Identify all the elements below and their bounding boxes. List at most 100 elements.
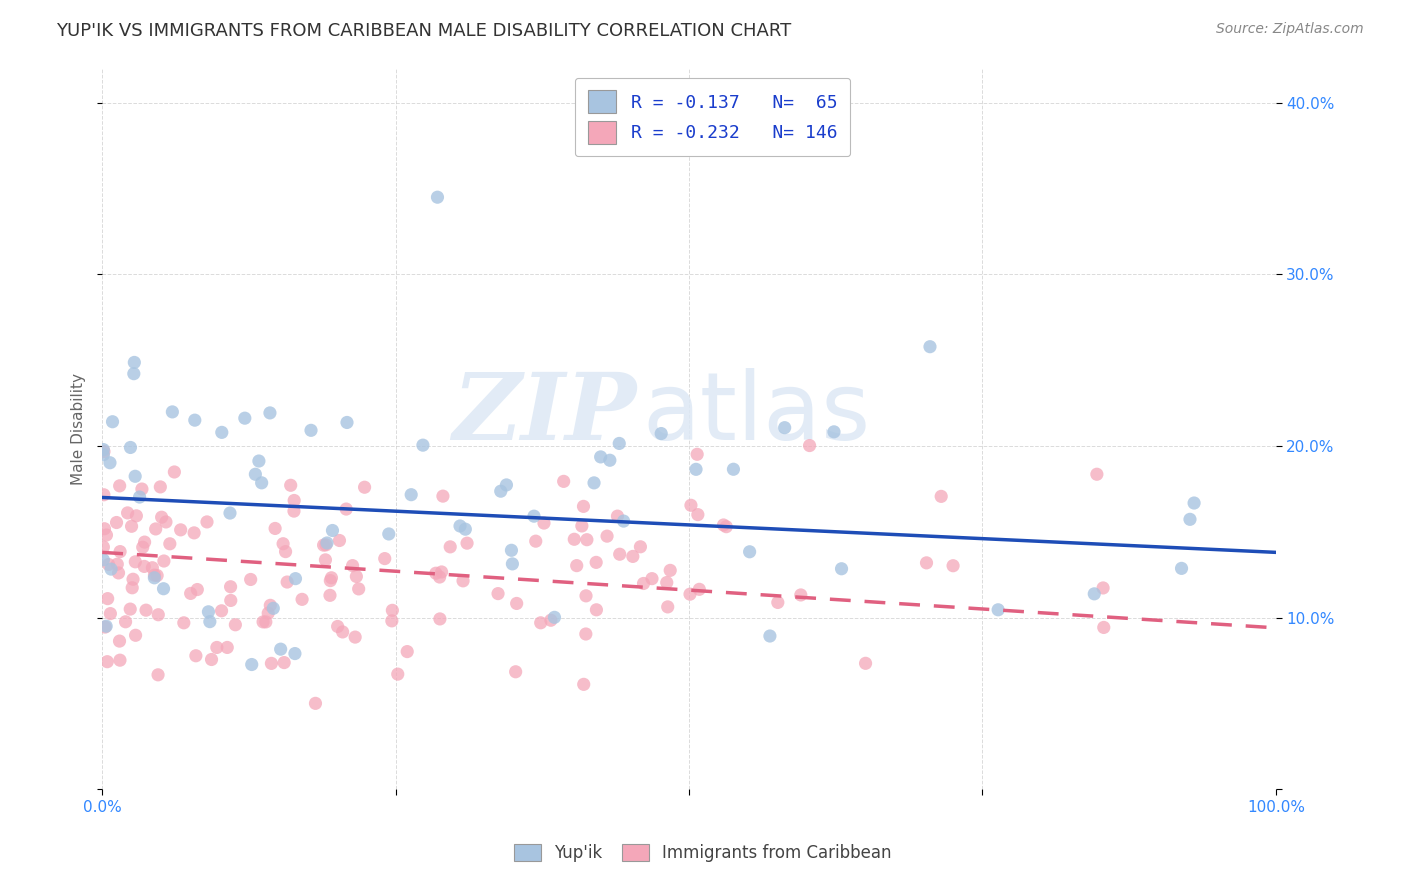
Point (93, 442, 115, 457)
Point (565, 558, 588, 573)
Point (108, 479, 131, 493)
Point (254, 615, 277, 629)
Y-axis label: Male Disability: Male Disability (72, 373, 86, 485)
Point (260, 657, 283, 671)
Point (582, 475, 605, 490)
Point (738, 545, 761, 559)
Point (97, 591, 120, 606)
Legend: Yup'ik, Immigrants from Caribbean: Yup'ik, Immigrants from Caribbean (506, 836, 900, 871)
Point (108, 653, 131, 667)
Point (686, 508, 709, 522)
Point (135, 603, 157, 617)
Point (195, 515, 218, 529)
Point (184, 413, 207, 427)
Point (543, 610, 565, 624)
Point (328, 533, 350, 548)
Point (96, 619, 118, 633)
Point (121, 581, 143, 595)
Point (100, 607, 122, 621)
Point (217, 640, 239, 655)
Point (336, 416, 359, 430)
Point (146, 668, 169, 682)
Point (159, 537, 181, 551)
Text: ZIP: ZIP (451, 369, 636, 459)
Point (93, 448, 115, 462)
Point (125, 508, 148, 523)
Point (257, 606, 280, 620)
Point (143, 571, 166, 585)
Point (1092, 620, 1115, 634)
Point (429, 612, 451, 626)
Point (915, 556, 938, 570)
Point (929, 489, 952, 503)
Point (98, 456, 121, 470)
Point (304, 697, 326, 711)
Point (146, 568, 169, 582)
Point (276, 575, 298, 590)
Point (387, 667, 409, 681)
Point (575, 627, 598, 641)
Point (132, 540, 155, 554)
Point (599, 453, 621, 467)
Point (131, 482, 153, 496)
Point (96, 528, 118, 542)
Text: atlas: atlas (643, 368, 870, 460)
Point (155, 515, 177, 529)
Point (93, 540, 115, 554)
Point (93, 522, 115, 536)
Point (247, 454, 270, 468)
Point (162, 405, 184, 419)
Point (650, 426, 672, 441)
Point (585, 555, 607, 569)
Point (575, 533, 598, 547)
Point (766, 595, 789, 609)
Point (374, 551, 396, 566)
Point (562, 533, 585, 547)
Point (659, 563, 682, 577)
Point (219, 593, 242, 607)
Point (381, 614, 404, 628)
Point (454, 522, 477, 536)
Point (183, 525, 205, 540)
Point (219, 580, 242, 594)
Point (347, 582, 370, 596)
Point (184, 648, 207, 663)
Point (723, 462, 745, 476)
Point (657, 599, 679, 614)
Point (96, 655, 118, 669)
Point (134, 559, 156, 574)
Point (607, 436, 630, 450)
Point (575, 589, 598, 603)
Point (571, 519, 593, 533)
Point (524, 534, 547, 549)
Point (124, 555, 146, 569)
Point (501, 543, 523, 558)
Point (432, 489, 454, 503)
Point (152, 582, 174, 596)
Point (713, 518, 735, 533)
Point (105, 558, 128, 572)
Point (572, 500, 595, 514)
Point (396, 644, 419, 658)
Point (942, 558, 965, 573)
Point (456, 536, 478, 550)
Point (530, 615, 553, 630)
Point (128, 490, 150, 504)
Point (319, 574, 342, 588)
Point (200, 652, 222, 666)
Point (233, 411, 256, 425)
Point (523, 509, 546, 524)
Point (1085, 467, 1108, 482)
Point (759, 629, 782, 643)
Point (270, 642, 292, 657)
Point (284, 572, 307, 586)
Point (353, 480, 375, 494)
Point (143, 568, 166, 582)
Point (572, 677, 595, 691)
Point (679, 587, 702, 601)
Point (426, 190, 449, 204)
Point (186, 582, 208, 597)
Point (1178, 512, 1201, 526)
Point (124, 469, 146, 483)
Point (148, 607, 170, 622)
